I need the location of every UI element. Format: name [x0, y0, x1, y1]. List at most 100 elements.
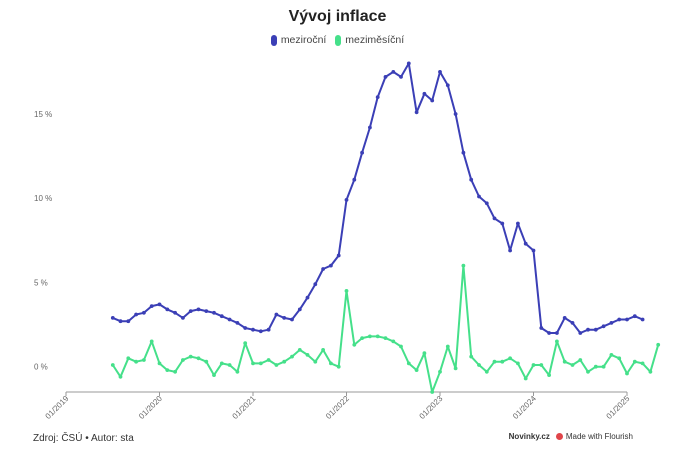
data-point-0-55[interactable] [539, 326, 544, 330]
data-point-0-9[interactable] [181, 316, 185, 320]
data-point-1-52[interactable] [516, 361, 520, 366]
data-point-0-33[interactable] [368, 125, 372, 130]
data-point-0-27[interactable] [321, 267, 325, 271]
data-point-0-39[interactable] [414, 110, 419, 115]
data-point-1-30[interactable] [344, 289, 349, 293]
data-point-1-39[interactable] [414, 368, 419, 372]
data-point-0-47[interactable] [477, 194, 481, 199]
data-point-0-38[interactable] [406, 61, 411, 66]
data-point-1-8[interactable] [173, 369, 178, 374]
data-point-0-35[interactable] [383, 75, 388, 79]
data-point-1-12[interactable] [204, 359, 209, 364]
data-point-1-42[interactable] [438, 369, 442, 374]
data-point-0-51[interactable] [508, 248, 512, 253]
data-point-0-42[interactable] [438, 70, 442, 74]
data-point-0-31[interactable] [352, 177, 357, 182]
made-with-link[interactable]: Made with Flourish [565, 432, 633, 441]
data-point-0-19[interactable] [258, 329, 263, 334]
data-point-1-4[interactable] [142, 358, 146, 362]
data-point-1-69[interactable] [648, 369, 653, 374]
data-point-0-3[interactable] [134, 312, 139, 317]
data-point-1-24[interactable] [297, 348, 302, 352]
data-point-0-14[interactable] [219, 314, 224, 319]
data-point-0-12[interactable] [204, 309, 209, 313]
data-point-0-2[interactable] [126, 319, 131, 324]
data-point-0-46[interactable] [469, 177, 474, 182]
data-point-0-20[interactable] [266, 327, 271, 332]
data-point-1-70[interactable] [656, 342, 661, 347]
data-point-0-28[interactable] [329, 263, 333, 268]
data-point-1-1[interactable] [118, 374, 123, 379]
data-point-0-57[interactable] [555, 331, 559, 335]
data-point-1-17[interactable] [243, 341, 248, 345]
data-point-1-43[interactable] [445, 344, 450, 349]
data-point-0-48[interactable] [484, 201, 489, 206]
data-point-1-33[interactable] [368, 334, 372, 339]
data-point-0-1[interactable] [118, 319, 123, 324]
data-point-1-26[interactable] [313, 359, 318, 364]
data-point-1-50[interactable] [500, 359, 505, 364]
data-point-1-67[interactable] [632, 359, 637, 364]
data-point-1-56[interactable] [547, 373, 551, 377]
data-point-0-45[interactable] [461, 150, 466, 155]
data-point-1-23[interactable] [290, 354, 294, 359]
data-point-0-21[interactable] [274, 312, 279, 317]
data-point-1-63[interactable] [601, 364, 606, 369]
data-point-1-53[interactable] [523, 376, 528, 381]
data-point-0-61[interactable] [586, 327, 590, 332]
data-point-0-32[interactable] [360, 150, 364, 155]
data-point-1-10[interactable] [188, 354, 193, 359]
data-point-1-9[interactable] [181, 358, 185, 362]
data-point-1-37[interactable] [399, 344, 403, 349]
data-point-0-62[interactable] [593, 327, 598, 332]
data-point-0-49[interactable] [492, 216, 497, 221]
data-point-1-35[interactable] [383, 336, 388, 340]
data-point-1-62[interactable] [593, 364, 598, 369]
data-point-0-44[interactable] [453, 112, 458, 116]
data-point-1-40[interactable] [422, 351, 427, 356]
data-point-1-58[interactable] [562, 359, 567, 364]
data-point-0-26[interactable] [313, 282, 318, 287]
data-point-1-18[interactable] [251, 361, 255, 366]
data-point-0-53[interactable] [523, 241, 528, 246]
data-point-1-44[interactable] [453, 366, 458, 371]
data-point-1-7[interactable] [165, 368, 170, 372]
data-point-1-38[interactable] [406, 361, 411, 366]
data-point-1-11[interactable] [196, 356, 201, 361]
data-point-1-28[interactable] [329, 361, 333, 366]
data-point-1-60[interactable] [578, 358, 583, 362]
data-point-1-65[interactable] [617, 356, 622, 361]
data-point-1-54[interactable] [531, 363, 536, 367]
data-point-0-68[interactable] [640, 317, 645, 322]
data-point-0-52[interactable] [516, 221, 520, 226]
data-point-0-60[interactable] [578, 331, 583, 335]
data-point-0-5[interactable] [149, 304, 154, 308]
data-point-1-13[interactable] [212, 373, 216, 377]
data-point-1-21[interactable] [274, 363, 279, 367]
data-point-0-11[interactable] [196, 307, 201, 312]
data-point-1-32[interactable] [360, 336, 364, 340]
data-point-1-46[interactable] [469, 354, 474, 359]
data-point-0-17[interactable] [243, 326, 248, 330]
data-point-1-27[interactable] [321, 348, 325, 352]
data-point-0-10[interactable] [188, 309, 193, 313]
data-point-1-66[interactable] [625, 371, 629, 376]
data-point-1-25[interactable] [305, 353, 310, 357]
data-point-0-24[interactable] [297, 307, 302, 312]
data-point-0-66[interactable] [625, 317, 629, 322]
data-point-0-22[interactable] [282, 316, 287, 320]
data-point-0-30[interactable] [344, 198, 349, 202]
data-point-1-15[interactable] [227, 363, 232, 367]
data-point-0-40[interactable] [422, 91, 427, 96]
data-point-1-47[interactable] [477, 363, 481, 367]
data-point-0-16[interactable] [235, 321, 240, 325]
data-point-0-0[interactable] [110, 316, 115, 320]
data-point-1-64[interactable] [609, 353, 614, 357]
data-point-1-48[interactable] [484, 369, 489, 374]
data-point-0-23[interactable] [290, 317, 294, 322]
data-point-0-37[interactable] [399, 75, 403, 79]
data-point-1-34[interactable] [375, 334, 380, 339]
data-point-1-59[interactable] [570, 363, 575, 367]
data-point-0-59[interactable] [570, 321, 575, 325]
data-point-1-45[interactable] [461, 263, 466, 268]
